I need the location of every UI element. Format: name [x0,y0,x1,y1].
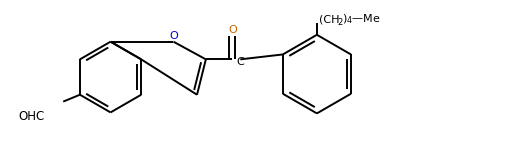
Text: 2: 2 [337,17,343,27]
Text: OHC: OHC [19,110,45,123]
Text: (CH: (CH [319,14,340,24]
Text: O: O [228,25,237,35]
Text: )$_{4}$—Me: )$_{4}$—Me [343,12,381,26]
Text: O: O [169,31,178,41]
Text: C: C [236,57,244,67]
